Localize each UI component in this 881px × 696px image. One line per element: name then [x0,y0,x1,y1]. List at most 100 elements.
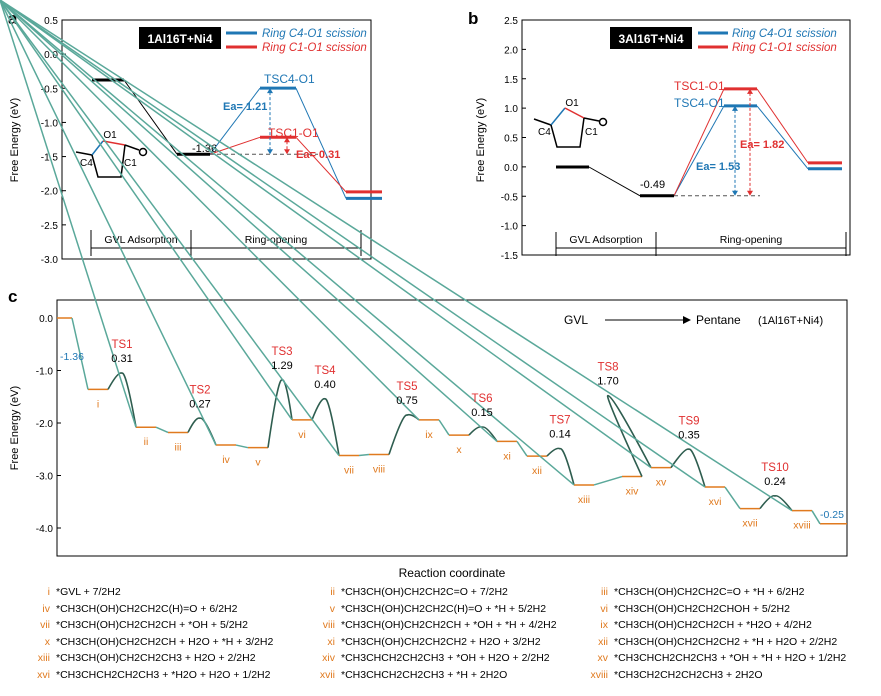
panel-a-ytick-label: 0.5 [44,16,58,27]
legend-row-numeral: iii [601,586,608,598]
panel-c-connector [358,453,370,457]
panel-b-box-label: 3Al16T+Ni4 [618,32,683,46]
panel-b-ytick-label: 0.0 [504,163,518,174]
panel-a-ytick-label: -2.0 [41,187,59,198]
panel-a-ytick-label: 0.0 [44,50,58,61]
legend-row-numeral: xiii [37,652,50,665]
panel-b-barrier-arrowhead-bottom [747,190,753,196]
legend-row: x *CH3CH(OH)CH2CH2CH + H2O + *H + 3/2H2 [20,636,274,648]
panel-a-frame [61,19,372,260]
legend-row-text: *CH3CHCH2CH2CH3 + *OH + *H + H2O + 1/2H2 [614,652,847,665]
legend-row-text: *CH3CH(OH)CH2CH2CH + *OH + *H + 4/2H2 [341,619,557,632]
panel-c-intermediate-label: xvi [709,496,722,508]
panel-c-header-note: (1Al16T+Ni4) [758,315,823,327]
panel-c-ylabel: Free Energy (eV) [9,386,21,470]
mol-b-c1: C1 [585,127,598,138]
panel-c-ts-curve-TS9 [670,448,706,488]
panel-a-legend-red: Ring C1-O1 scission [262,42,367,54]
panel-c-connector [0,0,137,428]
panel-a-section-1: GVL Adsorption [104,234,177,246]
panel-b-ts-red: TSC1-O1 [674,79,725,93]
panel-c-intermediate-label: ix [425,429,433,441]
legend-row-text: *CH3CH(OH)CH2CH2C(H)=O + 6/2H2 [56,602,238,615]
legend-row-text: *CH3CH(OH)CH2CH2CH + *H2O + 4/2H2 [614,619,812,632]
legend-row: xiii *CH3CH(OH)CH2CH2CH3 + H2O + 2/2H2 [20,652,256,664]
panel-b-ytick-label: 0.5 [504,134,518,145]
panel-a-ytick-label: -2.5 [41,221,59,232]
panel-b-letter: b [468,9,478,28]
panel-c-ts-curve-TS10 [759,494,793,512]
legend-row-numeral: xi [327,635,335,648]
panel-c-ts-curve-TS8 [606,394,652,477]
panel-c-ts-name: TS3 [271,346,292,358]
panel-a-ea-red: Ea= 0.31 [296,149,340,161]
panel-c-ts-value: 0.40 [314,379,335,391]
panel-c-connector [0,0,575,486]
panel-c-intermediate-label: x [456,444,462,456]
legend-row-text: *CH3CH(OH)CH2CH2CHOH + 5/2H2 [614,602,790,615]
panel-c-ts-name: TS2 [189,384,210,396]
panel-c-ts-name: TS5 [396,381,417,393]
panel-a-ytick-label: -3.0 [41,255,59,266]
panel-b-connector [673,105,725,197]
panel-c-letter: c [8,287,17,306]
legend-row: xvii *CH3CHCH2CH2CH3 + *H + 2H2O [305,669,507,681]
panel-c-ytick-label: -4.0 [36,524,54,535]
panel-c-ts-value: 1.29 [271,360,292,372]
gvl-molecule-a [75,140,148,178]
gvl-molecule-b [533,107,608,148]
panel-a-connector [295,136,347,193]
panel-a-connector [295,87,347,199]
panel-c-ts-name: TS8 [597,362,618,374]
panel-c-connector [71,317,89,390]
panel-c-intermediate-label: iv [222,454,230,466]
panel-b-ylabel: Free Energy (eV) [475,98,487,182]
legend-row: ii *CH3CH(OH)CH2CH2C=O + 7/2H2 [305,586,508,598]
panel-b-ytick-label: -0.5 [501,192,519,203]
panel-b-ytick-label: 2.0 [504,45,518,56]
panel-a-ts-blue: TSC4-O1 [264,72,315,86]
panel-c-connector [0,0,706,488]
panel-a-box-label: 1Al16T+Ni4 [147,32,212,46]
panel-c-ytick-label: -2.0 [36,419,54,430]
legend-row-text: *CH3CH(OH)CH2CH2CH2 + H2O + 3/2H2 [341,635,541,648]
panel-b-section-2: Ring-opening [720,234,783,246]
panel-b-connector [756,105,809,170]
panel-c-ts-name: TS1 [111,339,132,351]
legend-row-numeral: xiv [322,652,335,665]
panel-c-intermediate-label: viii [373,464,385,476]
panel-c-connector [0,0,793,512]
legend-row-numeral: i [47,586,50,598]
legend-row: xii *CH3CH(OH)CH2CH2CH2 + *H + H2O + 2/2H… [578,636,837,648]
panel-c-xlabel: Reaction coordinate [399,566,506,580]
panel-b-connector [756,88,809,164]
panel-c-intermediate-label: xi [503,450,511,462]
panel-c-frame [56,299,848,557]
panel-b-ytick-label: -1.0 [501,222,519,233]
mol-b-c4: C4 [538,127,551,138]
panel-a-barrier-arrowhead-bottom [284,149,290,155]
panel-c-ts-curve-TS5 [388,413,420,455]
panel-c-connector [0,0,652,469]
panel-c-ts-value: 0.31 [111,353,132,365]
panel-b-yticks: 2.5 2.0 1.5 1.0 0.5 0.0 -0.5 -1.0 -1.5 [501,16,526,262]
mol-a-o1: O1 [103,130,117,141]
legend-row: xviii *CH3CH2CH2CH2CH3 + 2H2O [578,669,763,681]
legend-row-numeral: ii [330,586,335,598]
panel-c-connector [0,0,340,456]
panel-a-barrier-arrowhead-bottom [267,149,273,155]
panel-b-box [610,27,692,49]
legend-row-numeral: vi [600,602,608,615]
panel-c-connector [593,475,623,486]
panel-c-ts-value: 0.75 [396,395,417,407]
panel-c-intermediate-label: iii [175,441,182,453]
legend-row-text: *CH3CH(OH)CH2CH2C=O + 7/2H2 [341,586,508,598]
panel-c-header-from: GVL [564,313,588,327]
panel-a-barrier-arrowhead-top [267,88,273,94]
panel-c-connector [155,426,169,434]
legend-row-text: *CH3CH(OH)CH2CH2CH3 + H2O + 2/2H2 [56,652,256,665]
panel-b-ytick-label: 1.5 [504,75,518,86]
panel-a-ytick-label: -0.5 [41,84,59,95]
legend-row-text: *CH3CHCH2CH2CH3 + *OH + H2O + 2/2H2 [341,652,550,665]
